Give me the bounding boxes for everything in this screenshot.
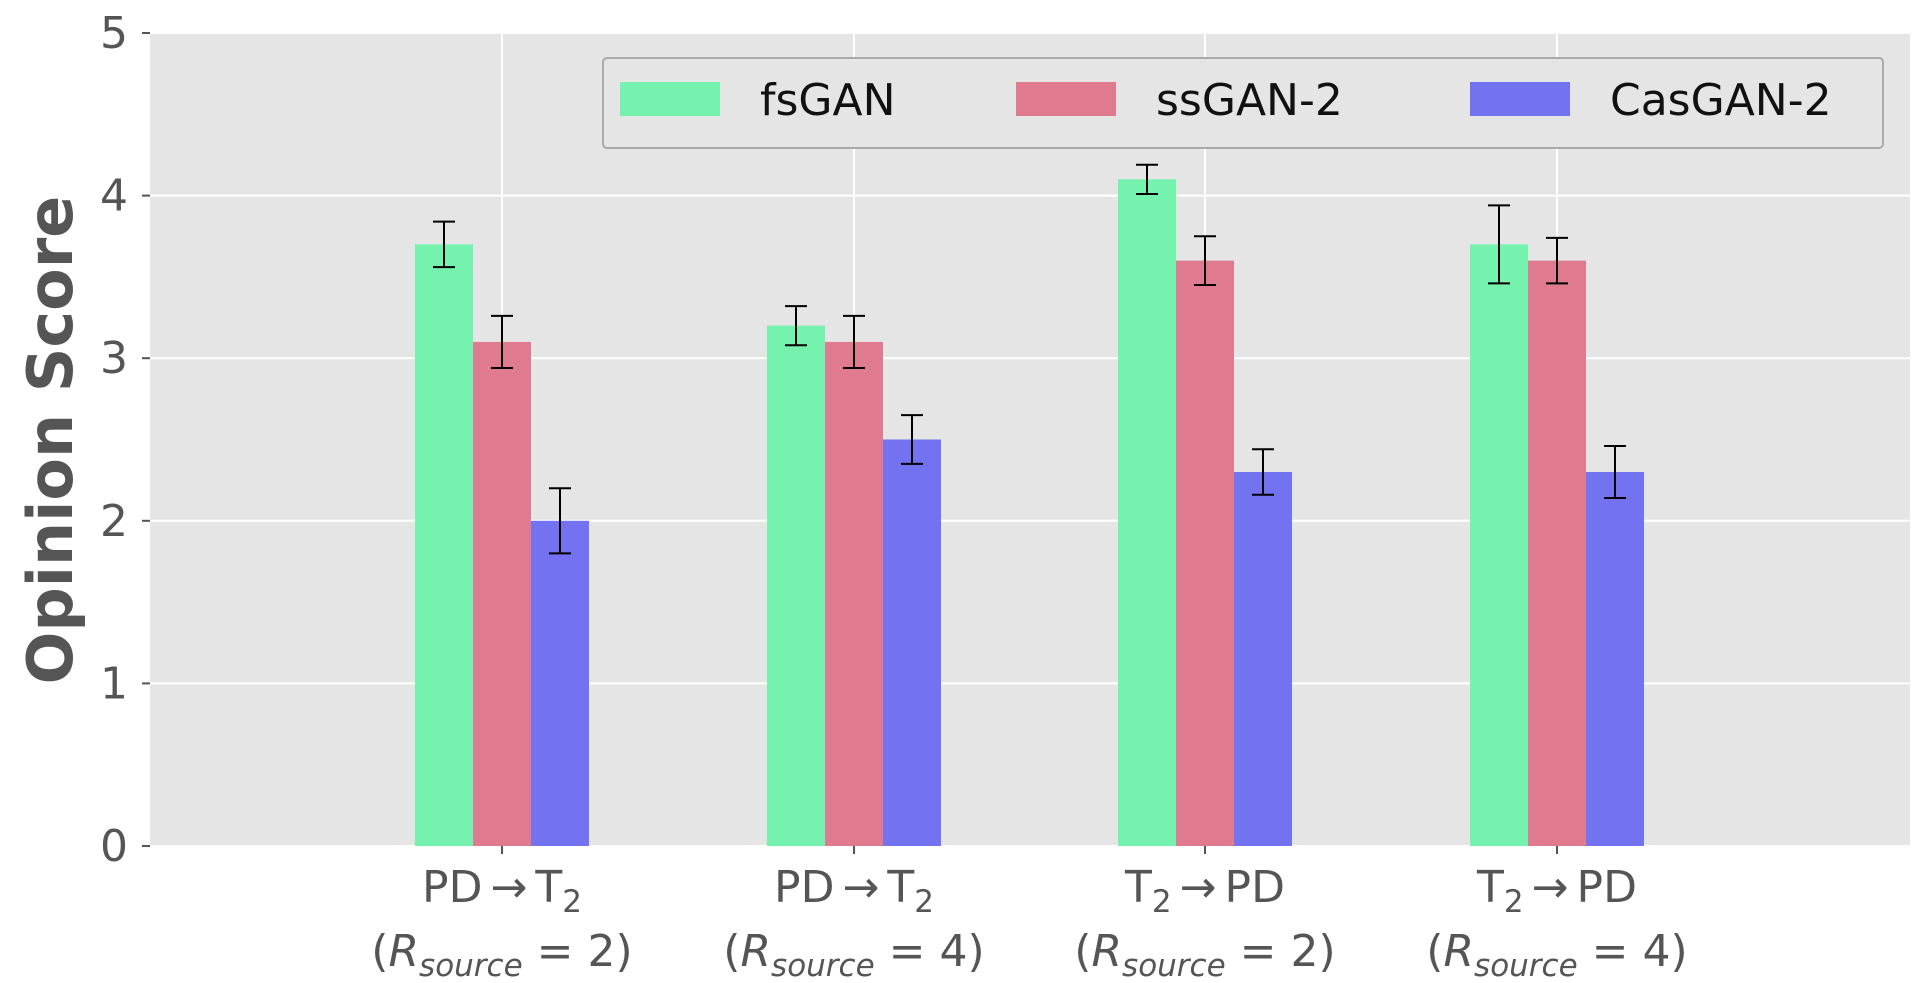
y-axis-label: Opinion Score: [14, 196, 87, 685]
x-axis: PD → T2 (Rsource = 2) PD → T2 (Rsource = 4) T2 → P…: [371, 846, 1688, 983]
bar-ssgan-2: [1176, 260, 1234, 846]
bar-fsgan: [1118, 179, 1176, 847]
bars: [415, 179, 1644, 847]
error-bar: [549, 487, 571, 555]
error-bars: [433, 163, 1626, 555]
y-tick-label: 2: [100, 496, 128, 547]
error-bar: [1488, 204, 1510, 285]
y-tick-label: 5: [100, 8, 128, 59]
bar-fsgan: [1470, 244, 1528, 846]
error-bar: [843, 314, 865, 369]
bar-fsgan: [415, 244, 473, 846]
y-tick-label: 3: [100, 333, 128, 384]
legend-label: ssGAN-2: [1156, 75, 1343, 126]
bar-casgan-2: [1234, 472, 1292, 846]
x-tick-label-line2: (Rsource = 4): [723, 926, 984, 983]
x-tick-label-line2: (Rsource = 2): [371, 926, 632, 983]
bar-casgan-2: [1586, 472, 1644, 846]
legend: fsGAN ssGAN-2 CasGAN-2: [602, 57, 1884, 149]
error-bar: [491, 314, 513, 369]
y-axis: 0 1 2 3 4 5: [100, 8, 150, 872]
bar-ssgan-2: [473, 341, 531, 846]
y-tick-label: 0: [100, 821, 128, 872]
x-tick-label-line1: PD → T2: [422, 862, 582, 920]
error-bar: [901, 414, 923, 465]
bar-casgan-2: [531, 520, 589, 846]
legend-label: CasGAN-2: [1610, 75, 1832, 126]
legend-swatch: [1016, 82, 1116, 116]
legend-item-fsgan: fsGAN: [620, 75, 896, 126]
x-tick-label-line1: T2 → PD: [1476, 862, 1637, 920]
bar-ssgan-2: [825, 341, 883, 846]
plot-background: [150, 33, 1910, 846]
bar-casgan-2: [883, 439, 941, 846]
legend-swatch: [1470, 82, 1570, 116]
bar-fsgan: [767, 325, 825, 846]
legend-item-casgan-2: CasGAN-2: [1470, 75, 1832, 126]
x-tick-label-line2: (Rsource = 4): [1426, 926, 1687, 983]
legend-item-ssgan-2: ssGAN-2: [1016, 75, 1343, 126]
error-bar: [1136, 163, 1158, 195]
error-bar: [1546, 236, 1568, 285]
error-bar: [785, 305, 807, 347]
legend-label: fsGAN: [760, 75, 896, 126]
y-tick-label: 1: [100, 658, 128, 709]
error-bar: [1604, 445, 1626, 500]
y-tick-label: 4: [100, 171, 128, 222]
error-bar: [433, 220, 455, 269]
x-tick-label-line1: T2 → PD: [1124, 862, 1285, 920]
bar-ssgan-2: [1528, 260, 1586, 846]
error-bar: [1252, 448, 1274, 496]
x-tick-label-line1: PD → T2: [774, 862, 934, 920]
legend-swatch: [620, 82, 720, 116]
error-bar: [1194, 235, 1216, 287]
legend-box: [602, 57, 1884, 149]
x-tick-label-line2: (Rsource = 2): [1074, 926, 1335, 983]
